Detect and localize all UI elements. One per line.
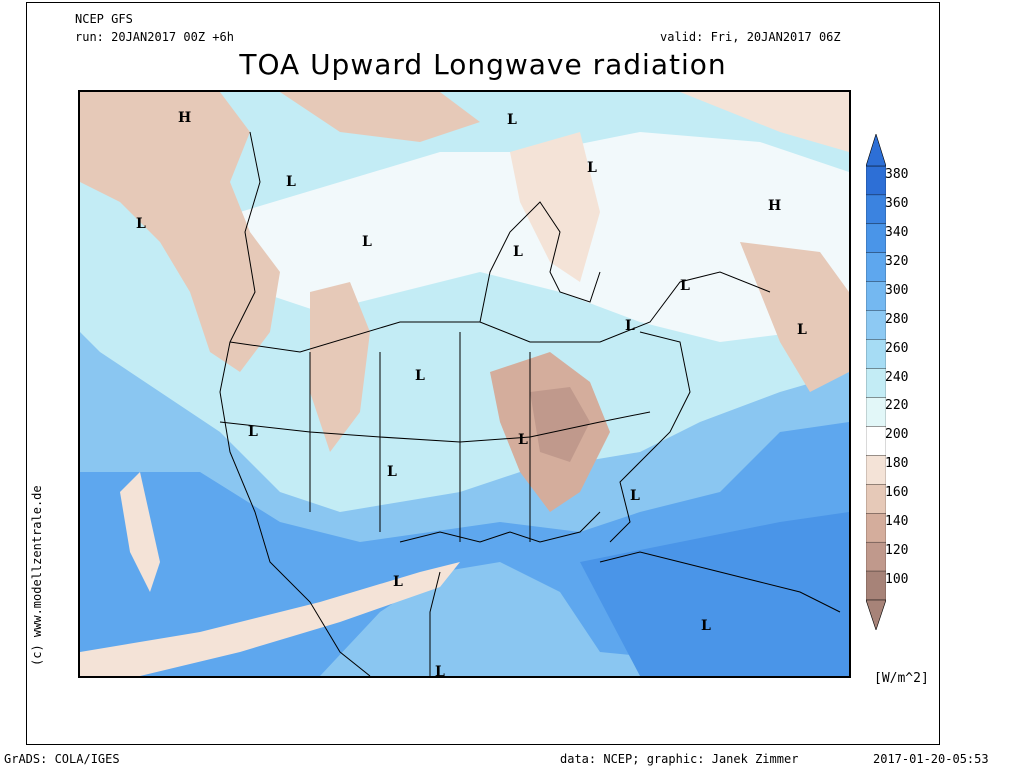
colorbar-tick-label: 120 [885, 543, 909, 559]
baja-cloud [120, 472, 160, 592]
colorbar-cell [866, 310, 886, 340]
colorbar-tick-label: 180 [885, 456, 909, 472]
pressure-low-label: L [393, 574, 403, 590]
footer-software: GrADS: COLA/IGES [4, 752, 120, 766]
subtropical-jet-cloud [80, 562, 460, 676]
pressure-high-label: H [768, 198, 781, 214]
colorbar-cell [866, 339, 886, 369]
pressure-low-label: L [286, 174, 296, 190]
credit-website: (c) www.modellzentrale.de [30, 485, 44, 666]
arctic-cloud [680, 92, 849, 152]
pressure-low-label: L [587, 160, 597, 176]
alaska-cloud-band [280, 92, 480, 142]
pressure-low-label: L [362, 234, 372, 250]
colorbar-cell [866, 165, 886, 196]
colorbar-cell [866, 541, 886, 572]
run-time: run: 20JAN2017 00Z +6h [75, 30, 234, 44]
pressure-low-label: L [518, 432, 528, 448]
colorbar-tick-label: 320 [885, 253, 909, 269]
colorbar [866, 134, 886, 630]
colorbar-cell [866, 252, 886, 282]
map-title: TOA Upward Longwave radiation [239, 48, 727, 81]
pressure-high-label: H [178, 110, 191, 126]
colorbar-cell [866, 570, 886, 601]
rockies-cloud [310, 282, 370, 452]
colorbar-cell [866, 281, 886, 311]
colorbar-tick-label: 220 [885, 398, 909, 414]
colorbar-tick-label: 100 [885, 572, 909, 588]
colorbar-tick-label: 300 [885, 282, 909, 298]
pressure-low-label: L [507, 112, 517, 128]
colorbar-cell [866, 484, 886, 514]
pressure-low-label: L [680, 278, 690, 294]
pressure-low-label: L [630, 488, 640, 504]
colorbar-bottom-arrow [866, 599, 886, 630]
colorbar-tick-label: 240 [885, 369, 909, 385]
colorbar-cell [866, 223, 886, 253]
colorbar-tick-label: 140 [885, 514, 909, 530]
colorbar-cell [866, 194, 886, 225]
pressure-low-label: L [435, 664, 445, 676]
pressure-low-label: L [797, 322, 807, 338]
plot-frame [26, 2, 940, 745]
pressure-low-label: L [701, 618, 711, 634]
pacific-cloud-band [80, 92, 280, 372]
atlantic-cloud [740, 242, 849, 392]
footer-data-credit: data: NCEP; graphic: Janek Zimmer [560, 752, 799, 766]
footer-timestamp: 2017-01-20-05:53 [873, 752, 989, 766]
colorbar-tick-label: 200 [885, 427, 909, 443]
colorbar-top-arrow [866, 134, 886, 167]
caribbean-blue-region [580, 512, 849, 676]
colorbar-tick-label: 380 [885, 167, 909, 182]
colorbar-tick-label: 360 [885, 195, 909, 211]
colorbar-cell [866, 455, 886, 485]
pressure-low-label: L [513, 244, 523, 260]
colorbar-unit: [W/m^2] [874, 671, 929, 686]
colorbar-tick-label: 280 [885, 311, 909, 327]
colorbar-cell [866, 397, 886, 427]
valid-time: valid: Fri, 20JAN2017 06Z [660, 30, 841, 44]
midwest-cold-top [530, 387, 590, 462]
colorbar-cell [866, 513, 886, 543]
pressure-low-label: L [248, 424, 258, 440]
pressure-low-label: L [625, 318, 635, 334]
colorbar-cell [866, 368, 886, 398]
pressure-low-label: L [415, 368, 425, 384]
colorbar-tick-label: 160 [885, 485, 909, 501]
pressure-low-label: L [136, 216, 146, 232]
hudson-cloud [510, 132, 600, 282]
colorbar-tick-label: 260 [885, 340, 909, 356]
colorbar-cell [866, 426, 886, 456]
coastlines [219, 131, 841, 676]
weather-map: H L L L L L H L L L L L L L L L L L L [78, 90, 851, 678]
colorbar-tick-label: 340 [885, 224, 909, 240]
pressure-low-label: L [387, 464, 397, 480]
model-name: NCEP GFS [75, 12, 133, 26]
